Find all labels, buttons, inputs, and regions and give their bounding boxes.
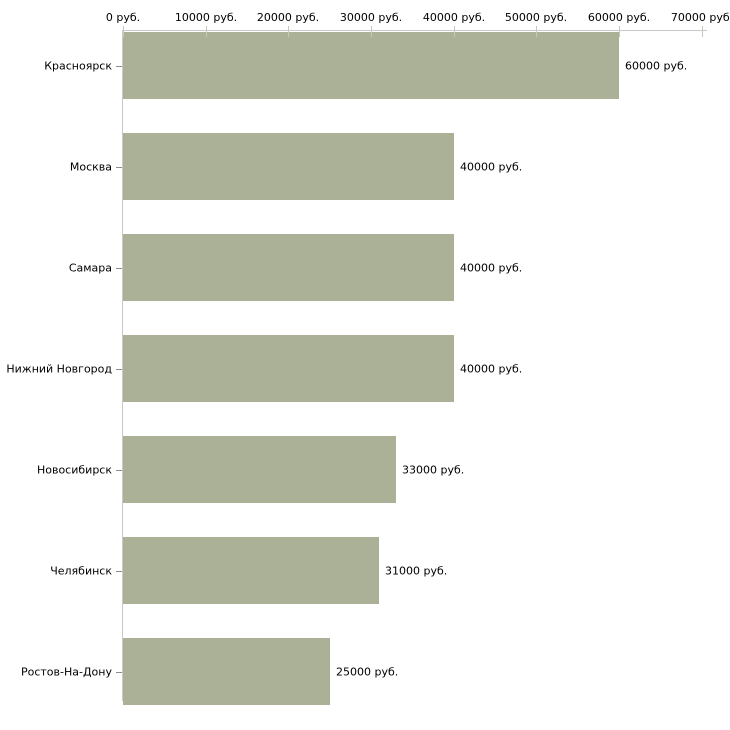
bar [123,436,396,503]
category-label: Самара [68,261,112,274]
bar [123,32,619,99]
x-tick-label: 60000 руб. [587,11,651,24]
y-axis-line [122,30,123,701]
x-tick-mark [619,26,620,37]
x-tick-label: 40000 руб. [422,11,486,24]
bar-value-label: 40000 руб. [460,160,523,173]
category-label: Ростов-На-Дону [20,665,112,678]
x-tick-label: 10000 руб. [174,11,238,24]
x-tick-mark [206,26,207,37]
category-label: Нижний Новгород [6,362,112,375]
category-label: Челябинск [50,564,112,577]
y-tick-mark [116,672,122,673]
x-tick-label: 20000 руб. [256,11,320,24]
x-tick-label: 0 руб. [105,11,141,24]
x-tick-mark [371,26,372,37]
x-tick-mark [288,26,289,37]
bar-value-label: 33000 руб. [402,463,465,476]
y-tick-mark [116,66,122,67]
category-label: Москва [69,160,112,173]
bar-value-label: 40000 руб. [460,261,523,274]
bar-value-label: 60000 руб. [625,59,688,72]
bar-value-label: 40000 руб. [460,362,523,375]
x-tick-label: 70000 руб. [670,11,730,24]
y-tick-mark [116,470,122,471]
bar [123,234,454,301]
x-tick-mark [536,26,537,37]
y-tick-mark [116,268,122,269]
x-tick-mark [702,26,703,37]
x-tick-label: 50000 руб. [504,11,568,24]
y-tick-mark [116,369,122,370]
x-tick-mark [454,26,455,37]
bar [123,537,379,604]
category-label: Новосибирск [36,463,112,476]
x-tick-mark [123,26,124,37]
bar-value-label: 31000 руб. [385,564,448,577]
x-tick-label: 30000 руб. [339,11,403,24]
bar [123,133,454,200]
x-axis-line [123,30,707,31]
bar [123,638,330,705]
category-label: Красноярск [44,59,112,72]
bar [123,335,454,402]
y-tick-mark [116,571,122,572]
y-tick-mark [116,167,122,168]
bar-value-label: 25000 руб. [336,665,399,678]
